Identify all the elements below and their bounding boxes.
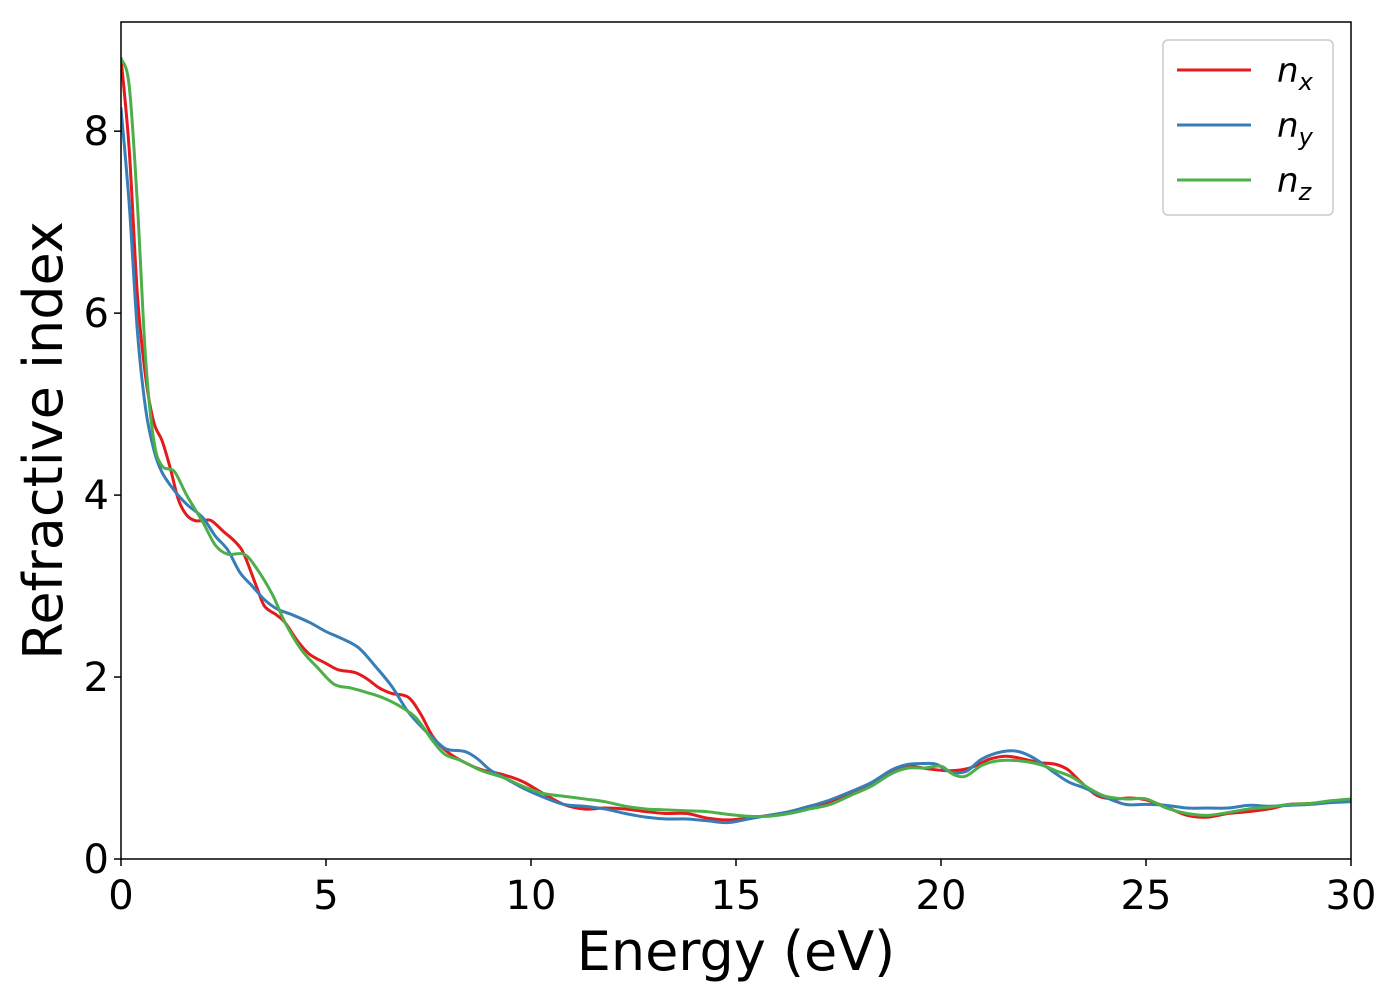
x-tick-label: 30 — [1326, 873, 1377, 919]
y-tick-label: 2 — [84, 655, 109, 701]
y-tick-label: 0 — [84, 837, 109, 883]
legend-label-x: nx — [1277, 51, 1314, 96]
x-tick-label: 25 — [1121, 873, 1172, 919]
x-axis-ticks: 0 5 10 15 20 25 30 — [108, 859, 1376, 919]
series-line-z — [121, 56, 1351, 819]
legend-box — [1162, 39, 1334, 216]
y-tick-label: 6 — [84, 291, 109, 337]
x-tick-label: 20 — [916, 873, 967, 919]
legend-label-y: ny — [1277, 106, 1314, 151]
x-tick-label: 15 — [711, 873, 762, 919]
series-layer — [121, 56, 1351, 825]
x-tick-label: 0 — [108, 873, 133, 919]
y-axis-ticks: 0 2 4 6 8 — [84, 109, 121, 883]
y-axis-label: Refractive index — [12, 221, 75, 660]
y-tick-label: 4 — [84, 473, 109, 519]
x-tick-label: 5 — [313, 873, 338, 919]
y-tick-label: 8 — [84, 109, 109, 155]
x-axis-label: Energy (eV) — [577, 920, 896, 983]
x-tick-label: 10 — [506, 873, 557, 919]
